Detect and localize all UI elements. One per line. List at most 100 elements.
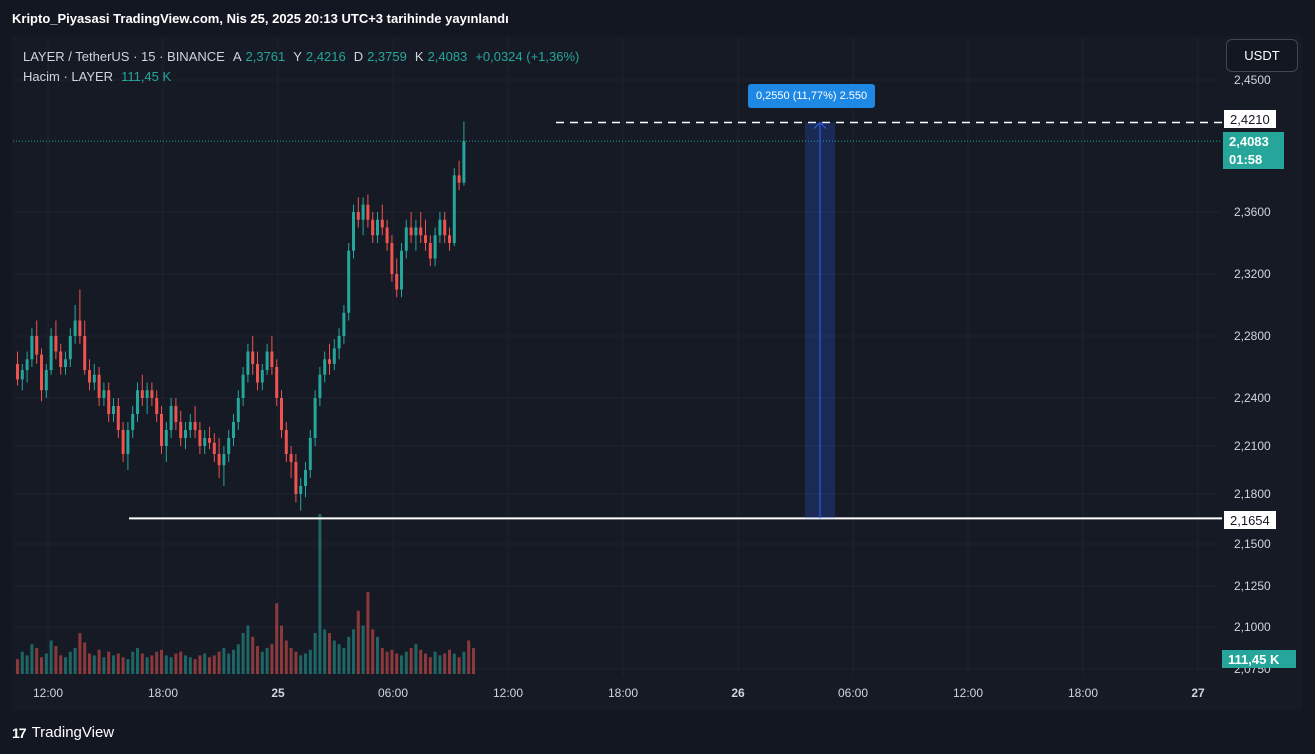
volume-bar	[246, 625, 250, 674]
candle-body	[40, 354, 43, 391]
candle-body	[227, 438, 231, 454]
volume-bar	[457, 657, 461, 674]
price-tick-label: 2,1000	[1234, 620, 1271, 634]
candle-body	[323, 359, 327, 375]
candle-body	[356, 212, 360, 220]
candle-body	[376, 219, 379, 236]
volume-bar	[78, 633, 82, 674]
candle-body	[160, 414, 163, 446]
time-tick-label: 18:00	[608, 686, 638, 700]
change-value: +0,0324 (+1,36%)	[475, 48, 580, 64]
volume-bar	[102, 657, 106, 674]
volume-bar	[404, 651, 408, 674]
price-tick-label: 2,4500	[1234, 73, 1271, 87]
candle-body	[294, 462, 298, 494]
candle-body	[400, 250, 403, 290]
open-value: 2,3761	[245, 48, 286, 64]
volume-bar	[275, 603, 279, 674]
candle-body	[30, 336, 34, 360]
volume-bar	[284, 640, 288, 674]
publish-header: Kripto_Piyasasi TradingView.com, Nis 25,…	[0, 0, 1315, 36]
volume-bar	[88, 653, 91, 674]
volume-bar	[155, 651, 159, 674]
currency-button[interactable]: USDT	[1226, 39, 1298, 72]
time-tick-label: 06:00	[838, 686, 868, 700]
volume-bar	[256, 646, 259, 674]
volume-bar	[409, 647, 413, 674]
volume-value: 111,45 K	[121, 68, 172, 84]
volume-bar	[97, 649, 101, 674]
volume-bar	[304, 653, 307, 674]
candle-body	[275, 367, 279, 398]
volume-bar	[419, 649, 423, 674]
time-tick-label: 06:00	[378, 686, 408, 700]
volume-bar	[208, 657, 211, 674]
open-label: A	[232, 48, 242, 64]
candle-body	[35, 336, 39, 355]
candle-body	[304, 470, 307, 486]
time-tick-label: 26	[731, 686, 745, 700]
volume-bar	[30, 644, 34, 674]
time-axis[interactable]: 12:00 18:00 25 06:00 12:00 18:00 26 06:00 12:00 1…	[33, 686, 1205, 700]
volume-bar	[174, 653, 178, 674]
volume-bar	[54, 646, 58, 674]
candle-body	[280, 398, 283, 430]
candle-countdown: 01:58	[1223, 150, 1284, 169]
volume-bar	[318, 514, 322, 674]
volume-bar	[371, 629, 375, 674]
volume-bar	[112, 655, 115, 674]
candle-body	[121, 430, 125, 454]
candle-body	[145, 390, 149, 398]
candle-body	[308, 438, 312, 470]
volume-bar	[198, 655, 202, 674]
candle-body	[395, 274, 399, 290]
volume-label[interactable]: Hacim · LAYER	[23, 68, 114, 84]
tradingview-brand[interactable]: 17 TradingView	[12, 724, 114, 741]
time-tick-label: 18:00	[148, 686, 178, 700]
candle-body	[424, 235, 427, 243]
candle-body	[371, 219, 375, 236]
candle-body	[140, 390, 144, 398]
volume-bar	[188, 657, 192, 674]
price-tick-label: 2,3600	[1234, 205, 1271, 219]
candle-body	[49, 336, 53, 371]
candle-body	[452, 175, 456, 243]
candle-body	[380, 219, 384, 228]
candle-body	[265, 351, 269, 371]
volume-bar	[438, 655, 442, 674]
volume-bar	[140, 653, 144, 674]
candle-body	[366, 204, 370, 220]
time-tick-label: 12:00	[493, 686, 523, 700]
drawings[interactable]	[13, 121, 1222, 520]
candle-body	[97, 374, 101, 398]
candle-body	[203, 438, 207, 446]
candle-body	[390, 243, 394, 274]
volume-bar	[126, 659, 130, 674]
volume-bar	[313, 633, 317, 674]
volume-bar	[265, 647, 269, 674]
volume-bar	[160, 649, 163, 674]
candle-body	[102, 390, 106, 398]
volume-bar	[184, 655, 187, 674]
volume-bar	[232, 649, 235, 674]
price-tick-label: 2,3200	[1234, 267, 1271, 281]
candle-body	[337, 336, 341, 349]
candle-body	[212, 442, 216, 454]
candle-body	[131, 414, 135, 430]
chart-panel[interactable]	[12, 36, 1302, 710]
volume-bar	[342, 647, 346, 674]
price-tick-label: 2,1500	[1234, 537, 1271, 551]
symbol-label[interactable]: LAYER / TetherUS · 15 · BINANCE	[23, 48, 225, 64]
close-value: 2,4083	[427, 48, 468, 64]
footer: 17 TradingView	[0, 710, 1315, 754]
volume-bar	[337, 644, 341, 674]
volume-bar	[366, 592, 370, 674]
time-tick-label: 12:00	[33, 686, 63, 700]
candle-body	[59, 351, 63, 367]
brand-name: TradingView	[31, 724, 115, 741]
ohlc-row: LAYER / TetherUS · 15 · BINANCE A 2,3761 …	[23, 46, 579, 66]
candle-body	[347, 250, 351, 313]
candle-body	[270, 351, 274, 367]
candle-body	[361, 204, 365, 220]
